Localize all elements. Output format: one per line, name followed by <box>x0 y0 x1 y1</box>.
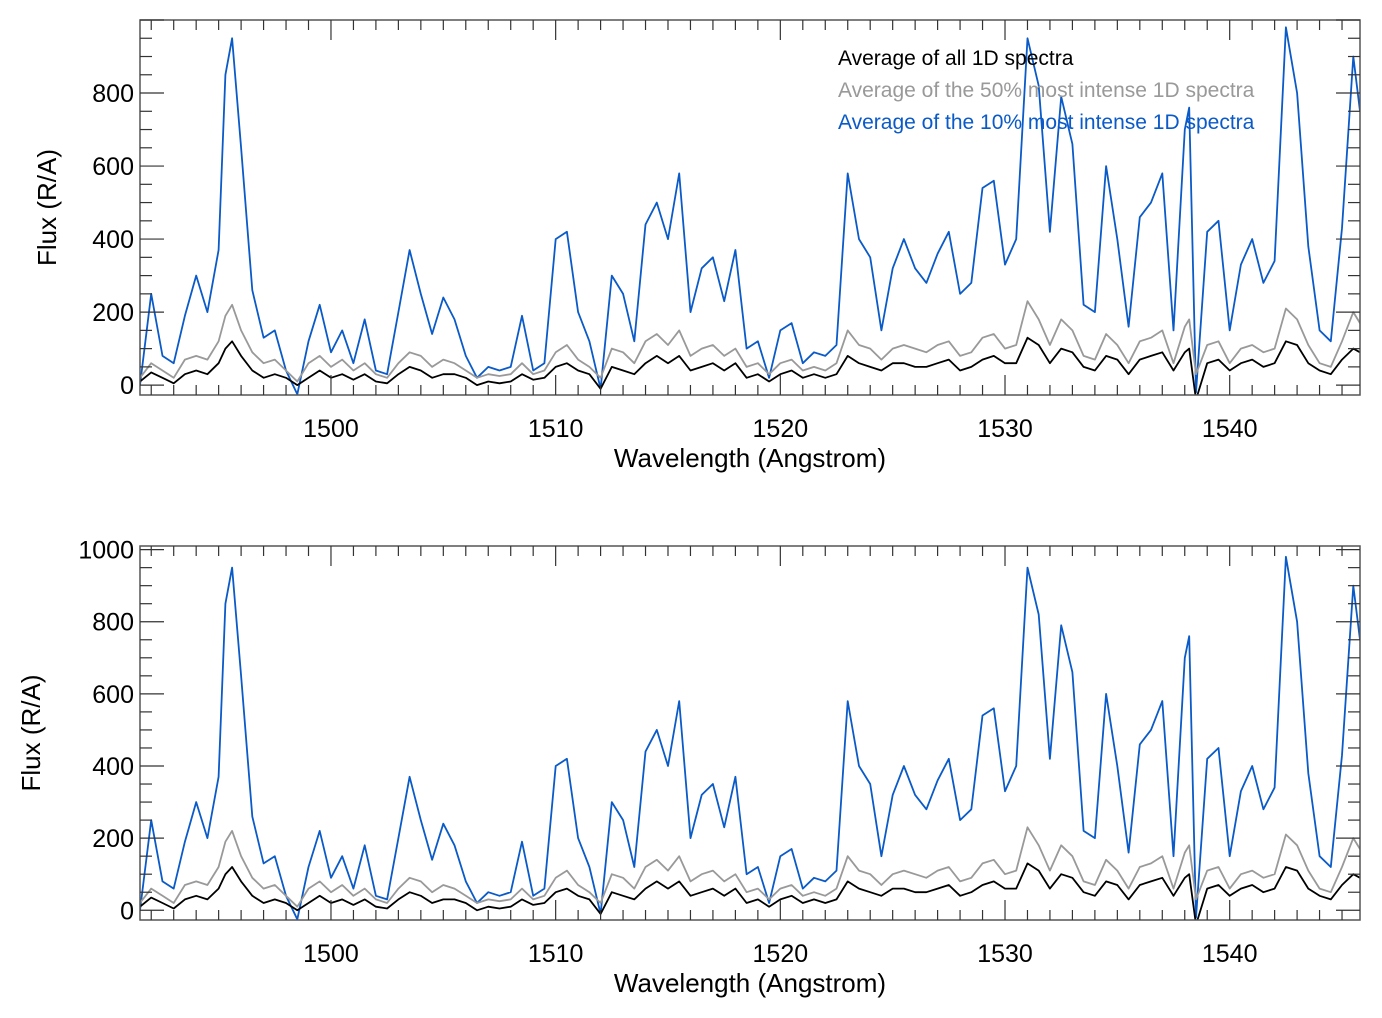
series-line-all <box>140 336 1360 395</box>
legend-entry-all: Average of all 1D spectra <box>838 47 1074 70</box>
y-tick-label: 0 <box>120 372 134 400</box>
x-tick-label: 1500 <box>303 940 359 968</box>
series-line-50pct <box>140 300 1360 383</box>
y-tick-label: 400 <box>92 226 134 254</box>
bottom-ticks <box>140 546 1360 920</box>
x-tick-label: 1510 <box>528 415 584 443</box>
series-line-all <box>140 862 1360 920</box>
x-tick-label: 1540 <box>1202 940 1258 968</box>
series-line-10pct <box>140 26 1360 395</box>
x-tick-label: 1530 <box>977 415 1033 443</box>
top-legend: Average of all 1D spectra Average of the… <box>838 47 1255 134</box>
bottom-series-group <box>140 555 1360 920</box>
bottom-x-axis-title: Wavelength (Angstrom) <box>614 968 886 998</box>
top-series-group <box>140 26 1360 395</box>
top-plot-frame <box>139 19 1361 396</box>
top-y-axis-title: Flux (R/A) <box>32 149 62 266</box>
x-tick-label: 1500 <box>303 415 359 443</box>
bottom-y-axis-title: Flux (R/A) <box>16 675 46 792</box>
series-line-10pct <box>140 555 1360 920</box>
y-tick-label: 0 <box>120 897 134 925</box>
top-x-axis-title: Wavelength (Angstrom) <box>614 443 886 473</box>
bottom-plot-frame <box>139 545 1361 921</box>
legend-entry-10pct: Average of the 10% most intense 1D spect… <box>838 111 1255 134</box>
top-panel: 1500 1510 1520 1530 1540 0 200 400 600 800 Wavele… <box>32 19 1361 473</box>
x-tick-label: 1540 <box>1202 415 1258 443</box>
y-tick-label: 800 <box>92 609 134 637</box>
y-tick-label: 1000 <box>78 537 134 565</box>
y-tick-label: 400 <box>92 753 134 781</box>
y-tick-label: 600 <box>92 681 134 709</box>
bottom-tick-labels: 1500 1510 1520 1530 1540 0 200 400 600 800 1000 <box>78 537 1257 968</box>
y-tick-label: 200 <box>92 299 134 327</box>
x-tick-label: 1510 <box>528 940 584 968</box>
top-ticks <box>140 19 1360 395</box>
x-tick-label: 1520 <box>753 940 809 968</box>
y-tick-label: 200 <box>92 825 134 853</box>
bottom-panel: 1500 1510 1520 1530 1540 0 200 400 600 800 1000 Wa… <box>16 537 1361 998</box>
x-tick-label: 1530 <box>977 940 1033 968</box>
legend-entry-50pct: Average of the 50% most intense 1D spect… <box>838 79 1255 102</box>
top-tick-labels: 1500 1510 1520 1530 1540 0 200 400 600 800 <box>92 80 1257 443</box>
x-tick-label: 1520 <box>753 415 809 443</box>
y-tick-label: 800 <box>92 80 134 108</box>
y-tick-label: 600 <box>92 153 134 181</box>
series-line-50pct <box>140 826 1360 908</box>
